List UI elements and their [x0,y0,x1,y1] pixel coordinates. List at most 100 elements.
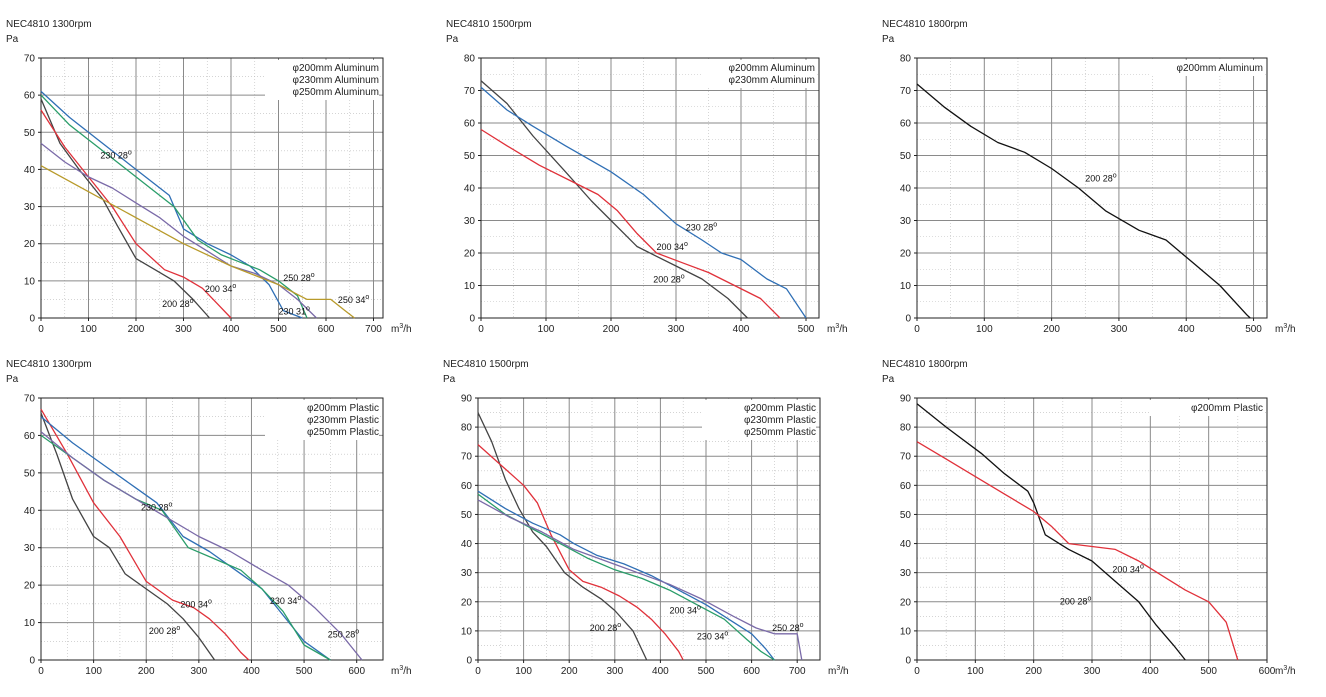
series-line-6 [40,165,355,319]
legend-entry: φ200mm Plastic [307,403,379,414]
x-tick-label: 400 [223,324,240,335]
y-tick-label: 70 [464,86,476,97]
plot-frame [477,397,821,661]
x-tick-label: 400 [1178,324,1195,335]
y-tick-label: 10 [461,626,473,637]
y-tick-label: 30 [24,202,36,213]
y-tick-label: 40 [24,506,36,517]
x-tick-label: 500 [270,324,287,335]
y-tick-label: 0 [905,314,911,325]
y-tick-label: 30 [461,568,473,579]
x-tick-label: 600 [318,324,335,335]
x-tick-label: 200 [128,324,145,335]
y-tick-label: 20 [900,249,912,260]
curve-annotation: 230 28o [686,221,718,232]
curve-annotation: 230 31o [279,305,311,316]
x-tick-label: 700 [789,666,806,677]
x-tick-label: 0 [914,324,920,335]
x-tick-label: 0 [38,324,44,335]
y-tick-label: 40 [461,539,473,550]
series-line-5 [40,431,363,661]
y-tick-label: 60 [24,91,36,102]
y-axis-label: Pa [882,34,895,45]
x-tick-label: 200 [561,666,578,677]
x-tick-label: 300 [1111,324,1128,335]
x-tick-label: 0 [478,324,484,335]
x-tick-label: 300 [191,666,208,677]
y-tick-label: 40 [900,184,912,195]
y-tick-label: 20 [464,249,476,260]
y-axis-label: Pa [446,34,459,45]
x-tick-label: 500 [1200,666,1217,677]
legend-background [1149,400,1263,416]
curve-annotation: 200 34o [1112,564,1144,575]
y-axis-label: Pa [6,374,19,385]
y-tick-label: 60 [461,481,473,492]
x-axis-unit: m3/h [391,323,412,335]
curve-annotation: 200 28o [653,273,685,284]
y-axis-label: Pa [882,374,895,385]
y-tick-label: 50 [900,510,912,521]
legend-background [1149,60,1263,76]
plot-frame [40,397,384,661]
series-line-1 [916,83,1251,319]
series-line-1 [40,412,216,661]
series-line-2 [40,109,232,319]
curve-annotation: 230 28o [100,149,132,160]
y-tick-label: 0 [29,656,35,667]
y-tick-label: 0 [469,314,475,325]
chart-4: NEC4810 1300rpm Pa 0 10 20 30 40 50 60 70 0 100 200 3… [6,359,412,677]
x-tick-label: 400 [243,666,260,677]
y-tick-label: 30 [900,568,912,579]
series-line-5 [477,499,803,661]
chart-title: NEC4810 1300rpm [6,359,92,370]
x-tick-label: 300 [668,324,685,335]
chart-title: NEC4810 1800rpm [882,359,968,370]
x-tick-label: 200 [603,324,620,335]
x-tick-label: 100 [967,666,984,677]
y-tick-label: 0 [29,314,35,325]
curve-annotation: 200 28o [1060,596,1092,607]
chart-5: NEC4810 1500rpm Pa 0 10 20 30 40 50 60 70 80 90 0 100… [443,359,849,677]
curve-annotation: 200 34o [205,283,237,294]
y-tick-label: 50 [24,128,36,139]
x-tick-label: 300 [1084,666,1101,677]
legend-background [701,60,815,88]
y-tick-label: 80 [464,54,476,65]
y-tick-label: 70 [900,452,912,463]
plot-frame [40,57,384,319]
x-tick-label: 0 [914,666,920,677]
chart-title: NEC4810 1300rpm [6,19,92,30]
x-tick-label: 500 [1245,324,1262,335]
x-axis-unit: m3/h [1275,323,1296,335]
legend-entry: φ250mm Aluminum [292,87,379,98]
legend-entry: φ200mm Plastic [1191,403,1263,414]
x-tick-label: 100 [976,324,993,335]
x-tick-label: 500 [798,324,815,335]
legend-entry: φ230mm Plastic [307,415,379,426]
chart-6: NEC4810 1800rpm Pa 0 10 20 30 40 50 60 70 80 90 0 100… [882,359,1296,677]
series-line-2 [40,408,250,661]
x-tick-label: 700 [365,324,382,335]
y-tick-label: 50 [464,151,476,162]
x-axis-unit: m3/h [1275,665,1296,677]
series-line-1 [40,98,211,319]
series-line-2 [916,441,1239,661]
chart-2: NEC4810 1500rpm Pa 0 10 20 30 40 50 60 70 80 0 100 20… [446,19,848,335]
legend-entry: φ200mm Plastic [744,403,816,414]
curve-annotation: 200 28o [149,625,181,636]
curve-annotation: 230 34o [270,595,302,606]
curve-annotation: 230 28o [141,501,173,512]
x-tick-label: 600 [743,666,760,677]
x-tick-label: 400 [1142,666,1159,677]
legend-entry: φ230mm Aluminum [728,75,815,86]
curve-annotation: 250 28o [772,622,804,633]
y-tick-label: 50 [900,151,912,162]
y-tick-label: 30 [464,216,476,227]
y-tick-label: 10 [900,626,912,637]
x-tick-label: 100 [80,324,97,335]
y-tick-label: 40 [900,539,912,550]
curve-annotation: 200 34o [670,604,702,615]
y-tick-label: 80 [900,423,912,434]
